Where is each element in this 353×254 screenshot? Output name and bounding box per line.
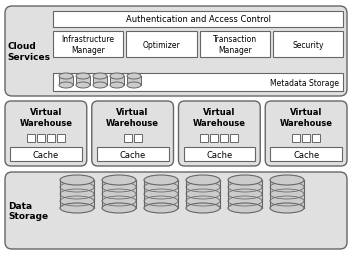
Bar xyxy=(134,134,142,142)
Text: Cache: Cache xyxy=(33,150,59,159)
Text: Virtual
Warehouse: Virtual Warehouse xyxy=(106,108,159,127)
Ellipse shape xyxy=(76,74,90,80)
Text: Optimizer: Optimizer xyxy=(143,40,180,49)
Ellipse shape xyxy=(186,175,220,185)
Ellipse shape xyxy=(59,83,73,89)
Text: Cache: Cache xyxy=(293,150,319,159)
Text: Virtual
Warehouse: Virtual Warehouse xyxy=(19,108,72,127)
Bar xyxy=(273,32,343,58)
Ellipse shape xyxy=(60,203,94,213)
Text: Data
Storage: Data Storage xyxy=(8,201,48,220)
Bar xyxy=(53,74,343,92)
Bar xyxy=(47,134,55,142)
Ellipse shape xyxy=(110,83,124,89)
Bar xyxy=(76,77,90,86)
Bar xyxy=(102,180,136,208)
FancyBboxPatch shape xyxy=(5,7,347,97)
Bar xyxy=(97,147,168,161)
Text: Infrastructure
Manager: Infrastructure Manager xyxy=(62,35,115,55)
FancyBboxPatch shape xyxy=(5,102,87,166)
Bar xyxy=(302,134,310,142)
Ellipse shape xyxy=(102,203,136,213)
Text: Security: Security xyxy=(292,40,324,49)
Bar xyxy=(186,180,220,208)
Ellipse shape xyxy=(144,203,178,213)
Ellipse shape xyxy=(102,175,136,185)
Bar xyxy=(59,77,73,86)
Ellipse shape xyxy=(228,175,262,185)
Text: Metadata Storage: Metadata Storage xyxy=(270,78,339,87)
Bar xyxy=(144,180,178,208)
Bar xyxy=(127,77,141,86)
Text: Cache: Cache xyxy=(206,150,233,159)
Bar xyxy=(228,180,262,208)
Bar xyxy=(57,134,65,142)
Bar xyxy=(126,32,197,58)
Bar xyxy=(27,134,35,142)
Bar xyxy=(210,134,219,142)
Text: Authentication and Access Control: Authentication and Access Control xyxy=(126,15,270,24)
Bar xyxy=(184,147,255,161)
FancyBboxPatch shape xyxy=(92,102,174,166)
Text: Virtual
Warehouse: Virtual Warehouse xyxy=(280,108,333,127)
Bar xyxy=(93,77,107,86)
Bar xyxy=(312,134,320,142)
Ellipse shape xyxy=(144,175,178,185)
FancyBboxPatch shape xyxy=(265,102,347,166)
Bar xyxy=(53,32,123,58)
Ellipse shape xyxy=(93,83,107,89)
Bar xyxy=(124,134,132,142)
Ellipse shape xyxy=(127,83,141,89)
Ellipse shape xyxy=(228,203,262,213)
Bar xyxy=(60,180,94,208)
Bar xyxy=(220,134,228,142)
Bar xyxy=(110,77,124,86)
Ellipse shape xyxy=(270,175,304,185)
Ellipse shape xyxy=(59,74,73,80)
Text: Virtual
Warehouse: Virtual Warehouse xyxy=(193,108,246,127)
Bar xyxy=(270,147,342,161)
Text: Transaction
Manager: Transaction Manager xyxy=(213,35,257,55)
FancyBboxPatch shape xyxy=(5,172,347,249)
Ellipse shape xyxy=(93,74,107,80)
Bar xyxy=(10,147,82,161)
Ellipse shape xyxy=(76,83,90,89)
Bar xyxy=(231,134,238,142)
Bar xyxy=(37,134,45,142)
Ellipse shape xyxy=(186,203,220,213)
Text: Cloud
Services: Cloud Services xyxy=(7,42,50,61)
Bar xyxy=(270,180,304,208)
Bar xyxy=(201,134,208,142)
Ellipse shape xyxy=(110,74,124,80)
Ellipse shape xyxy=(127,74,141,80)
Bar xyxy=(199,32,270,58)
Ellipse shape xyxy=(60,175,94,185)
Text: Cache: Cache xyxy=(120,150,146,159)
FancyBboxPatch shape xyxy=(179,102,260,166)
Ellipse shape xyxy=(270,203,304,213)
Bar xyxy=(53,12,343,28)
Bar xyxy=(292,134,300,142)
